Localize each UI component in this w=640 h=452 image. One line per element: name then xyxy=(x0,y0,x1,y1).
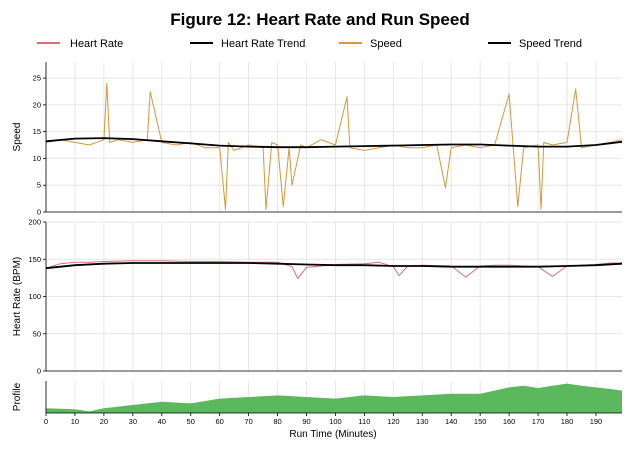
x-tick-label-12: 120 xyxy=(387,417,400,426)
x-tick-label-8: 80 xyxy=(273,417,281,426)
speed-ytick-label-5: 25 xyxy=(33,74,41,83)
x-tick-label-13: 130 xyxy=(416,417,429,426)
x-tick-label-15: 150 xyxy=(474,417,487,426)
legend-label-speed: Speed xyxy=(370,38,402,50)
profile-y-axis-label: Profile xyxy=(12,382,23,411)
x-tick-label-2: 20 xyxy=(100,417,108,426)
series-heart-rate-trend xyxy=(45,262,623,270)
x-tick-label-14: 140 xyxy=(445,417,458,426)
x-tick-label-11: 110 xyxy=(358,417,370,426)
x-tick-label-4: 40 xyxy=(158,417,166,426)
speed-ytick-label-1: 5 xyxy=(37,181,41,190)
heart-rate-bpm-ytick-label-2: 100 xyxy=(28,292,41,301)
series-heart-rate xyxy=(45,260,622,280)
speed-ytick-label-0: 0 xyxy=(37,208,41,217)
heart-rate-bpm-ytick-label-3: 150 xyxy=(28,255,41,264)
x-tick-label-16: 160 xyxy=(503,417,516,426)
legend-label-speed-trend: Speed Trend xyxy=(519,38,582,50)
x-tick-label-7: 70 xyxy=(244,417,252,426)
legend: Heart Rate Heart Rate Trend Speed Speed … xyxy=(37,38,582,50)
x-tick-label-17: 170 xyxy=(532,417,545,426)
series-speed-trend xyxy=(45,137,623,149)
legend-label-heart-rate-trend: Heart Rate Trend xyxy=(221,38,305,50)
x-tick-label-0: 0 xyxy=(44,417,48,426)
x-tick-label-19: 190 xyxy=(590,417,603,426)
speed-y-axis-label: Speed xyxy=(12,123,23,152)
x-tick-label-5: 50 xyxy=(187,417,195,426)
speed-ytick-label-2: 10 xyxy=(33,154,41,163)
speed-ytick-label-4: 20 xyxy=(33,100,41,109)
x-axis-label: Run Time (Minutes) xyxy=(289,429,376,440)
x-tick-label-18: 180 xyxy=(561,417,574,426)
speed-ytick-label-3: 15 xyxy=(33,127,41,136)
heart-rate-bpm-ytick-label-0: 0 xyxy=(37,367,41,376)
x-tick-label-1: 10 xyxy=(71,417,79,426)
series-profile xyxy=(46,383,622,413)
x-tick-label-9: 90 xyxy=(302,417,310,426)
heart-rate-bpm-y-axis-label: Heart Rate (BPM) xyxy=(12,257,23,336)
heart-rate-bpm-ytick-label-4: 200 xyxy=(28,218,41,227)
x-tick-label-10: 100 xyxy=(329,417,342,426)
heart-rate-bpm-ytick-label-1: 50 xyxy=(33,329,41,338)
legend-label-heart-rate: Heart Rate xyxy=(70,38,123,50)
x-tick-label-6: 60 xyxy=(215,417,223,426)
x-tick-label-3: 30 xyxy=(129,417,137,426)
chart-title: Figure 12: Heart Rate and Run Speed xyxy=(170,10,469,29)
